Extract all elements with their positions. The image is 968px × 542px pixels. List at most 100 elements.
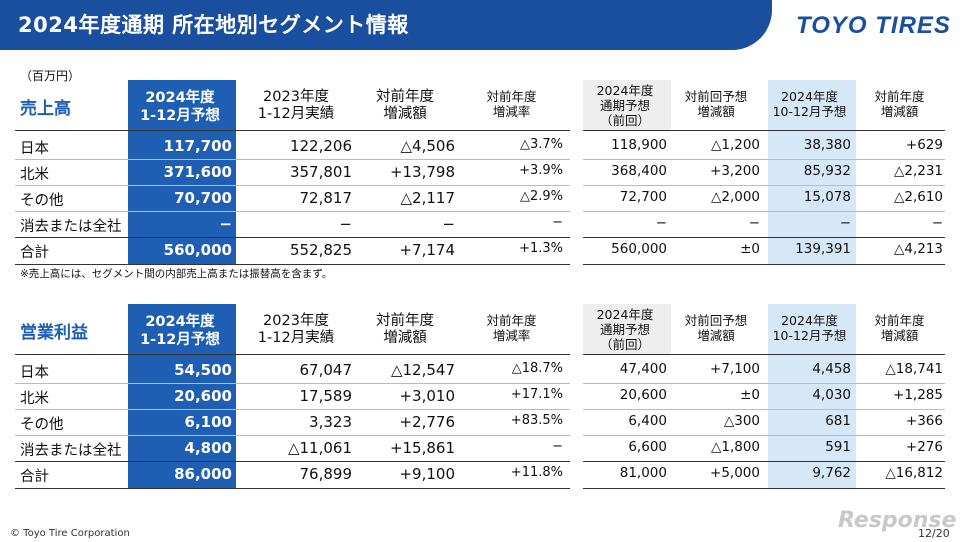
row-elimination-label: 消去または全社	[20, 219, 122, 235]
q4-col-bg	[768, 80, 856, 265]
header-line: 1-12月予想	[140, 108, 220, 124]
header-q4_yoy: 対前年度 増減額	[852, 89, 947, 119]
forecast-col-bg	[128, 304, 236, 489]
row-japan-yoy_rate: △3.7%	[519, 137, 563, 152]
header-line: 対前年度	[486, 313, 537, 328]
header-line: 増減額	[383, 330, 427, 346]
page-title: 2024年度通期 所在地別セグメント情報	[18, 13, 409, 37]
prev-forecast-col-bg	[583, 80, 671, 130]
row-elimination-yoy_diff: +15,861	[389, 439, 455, 457]
header-yoy_rate: 対前年度 増減率	[456, 89, 567, 119]
prev-forecast-col-bg	[583, 304, 671, 354]
row-rule-right	[583, 159, 945, 160]
header-line: 増減率	[492, 104, 531, 119]
row-rule-right	[583, 409, 945, 410]
header-line: 10-12月予想	[772, 104, 847, 119]
row-rule-left	[15, 435, 570, 436]
row-rule-right	[583, 211, 945, 212]
header-line: 増減額	[880, 104, 919, 119]
row-total-vs_prev_diff: +5,000	[710, 465, 760, 481]
row-total-actual_2023: 552,825	[289, 241, 352, 259]
row-north-america-prev_forecast: 368,400	[611, 163, 667, 179]
row-total-forecast_2024: 560,000	[163, 241, 232, 259]
row-elimination-q4_forecast: −	[839, 215, 851, 231]
row-rule-right	[583, 435, 945, 436]
header-line: 増減額	[697, 328, 735, 343]
row-rule-left	[15, 211, 570, 212]
header-line: 通期予想	[599, 322, 650, 337]
row-other-q4_forecast: 681	[825, 413, 851, 429]
header-line: 2024年度	[145, 90, 215, 106]
row-elimination-actual_2023: △11,061	[287, 439, 352, 457]
row-north-america-yoy_rate: +3.9%	[519, 163, 563, 178]
row-japan-yoy_diff: △4,506	[400, 137, 455, 155]
q4-col-bg	[768, 304, 856, 489]
header-line: 通期予想	[599, 98, 650, 113]
bottom-rule-right	[583, 488, 945, 489]
row-total-yoy_diff: +7,174	[399, 241, 455, 259]
header-q4_forecast: 2024年度 10-12月予想	[764, 313, 855, 343]
row-other-prev_forecast: 72,700	[619, 189, 667, 205]
row-elimination-yoy_rate: −	[552, 215, 563, 230]
header-line: 対前年度	[486, 89, 537, 104]
row-north-america-vs_prev_diff: +3,200	[710, 163, 760, 179]
header-line: 増減額	[880, 328, 919, 343]
sales-note: ※売上高には、セグメント間の内部売上高または振替高を含まず。	[20, 268, 333, 280]
row-north-america-yoy_rate: +17.1%	[510, 387, 563, 402]
header-line: 2023年度	[263, 313, 329, 329]
row-total-q4_yoy: △4,213	[893, 241, 943, 257]
row-north-america-q4_yoy: +1,285	[893, 387, 943, 403]
row-japan-q4_forecast: 38,380	[803, 137, 851, 153]
row-north-america-vs_prev_diff: ±0	[740, 387, 760, 403]
row-other-yoy_diff: +2,776	[399, 413, 455, 431]
profit-title: 営業利益	[20, 323, 88, 343]
header-line: 10-12月予想	[772, 328, 847, 343]
row-japan-vs_prev_diff: △1,200	[710, 137, 760, 153]
row-elimination-q4_yoy: −	[931, 215, 943, 231]
row-other-label: その他	[20, 417, 64, 433]
row-japan-actual_2023: 122,206	[289, 137, 352, 155]
row-other-prev_forecast: 6,400	[628, 413, 667, 429]
header-prev_forecast: 2024年度 通期予想 （前回）	[579, 83, 671, 128]
row-north-america-yoy_diff: +3,010	[399, 387, 455, 405]
header-rule-left	[15, 130, 570, 131]
row-other-vs_prev_diff: △2,000	[710, 189, 760, 205]
row-elimination-q4_yoy: +276	[905, 439, 943, 455]
bottom-rule-right	[583, 264, 945, 265]
header-prev_forecast: 2024年度 通期予想 （前回）	[579, 307, 671, 352]
header-line: 対前年度	[376, 89, 434, 105]
row-total-forecast_2024: 86,000	[174, 465, 232, 483]
forecast-col-bg	[128, 80, 236, 265]
row-japan-yoy_diff: △12,547	[390, 361, 455, 379]
header-line: 対前回予想	[684, 89, 748, 104]
row-elimination-forecast_2024: −	[219, 215, 232, 233]
header-line: 1-12月予想	[140, 332, 220, 348]
row-total-yoy_rate: +11.8%	[510, 465, 563, 480]
header-line: 対前年度	[874, 313, 925, 328]
header-line: 2024年度	[145, 314, 215, 330]
row-elimination-forecast_2024: 4,800	[184, 439, 232, 457]
row-total-prev_forecast: 81,000	[619, 465, 667, 481]
sales-title: 売上高	[20, 99, 71, 119]
row-elimination-vs_prev_diff: −	[748, 215, 760, 231]
page-number: 12/20	[918, 527, 950, 540]
header-line: 1-12月実績	[257, 330, 335, 346]
copyright: © Toyo Tire Corporation	[10, 528, 130, 539]
row-elimination-actual_2023: −	[339, 215, 352, 233]
row-japan-forecast_2024: 54,500	[174, 361, 232, 379]
header-line: （前回）	[599, 113, 650, 128]
row-north-america-forecast_2024: 20,600	[174, 387, 232, 405]
row-total-q4_forecast: 9,762	[812, 465, 851, 481]
row-elimination-prev_forecast: −	[655, 215, 667, 231]
header-forecast_2024: 2024年度 1-12月予想	[124, 313, 236, 349]
row-rule-right	[583, 383, 945, 384]
header-bar	[0, 0, 772, 50]
header-line: 対前回予想	[684, 313, 748, 328]
row-japan-prev_forecast: 47,400	[619, 361, 667, 377]
header-rule-right	[583, 354, 945, 355]
header: 2024年度通期 所在地別セグメント情報 TOYO TIRES	[0, 0, 968, 52]
header-line: 1-12月実績	[257, 106, 335, 122]
row-other-forecast_2024: 6,100	[184, 413, 232, 431]
row-japan-prev_forecast: 118,900	[611, 137, 667, 153]
header-line: 増減率	[492, 328, 531, 343]
